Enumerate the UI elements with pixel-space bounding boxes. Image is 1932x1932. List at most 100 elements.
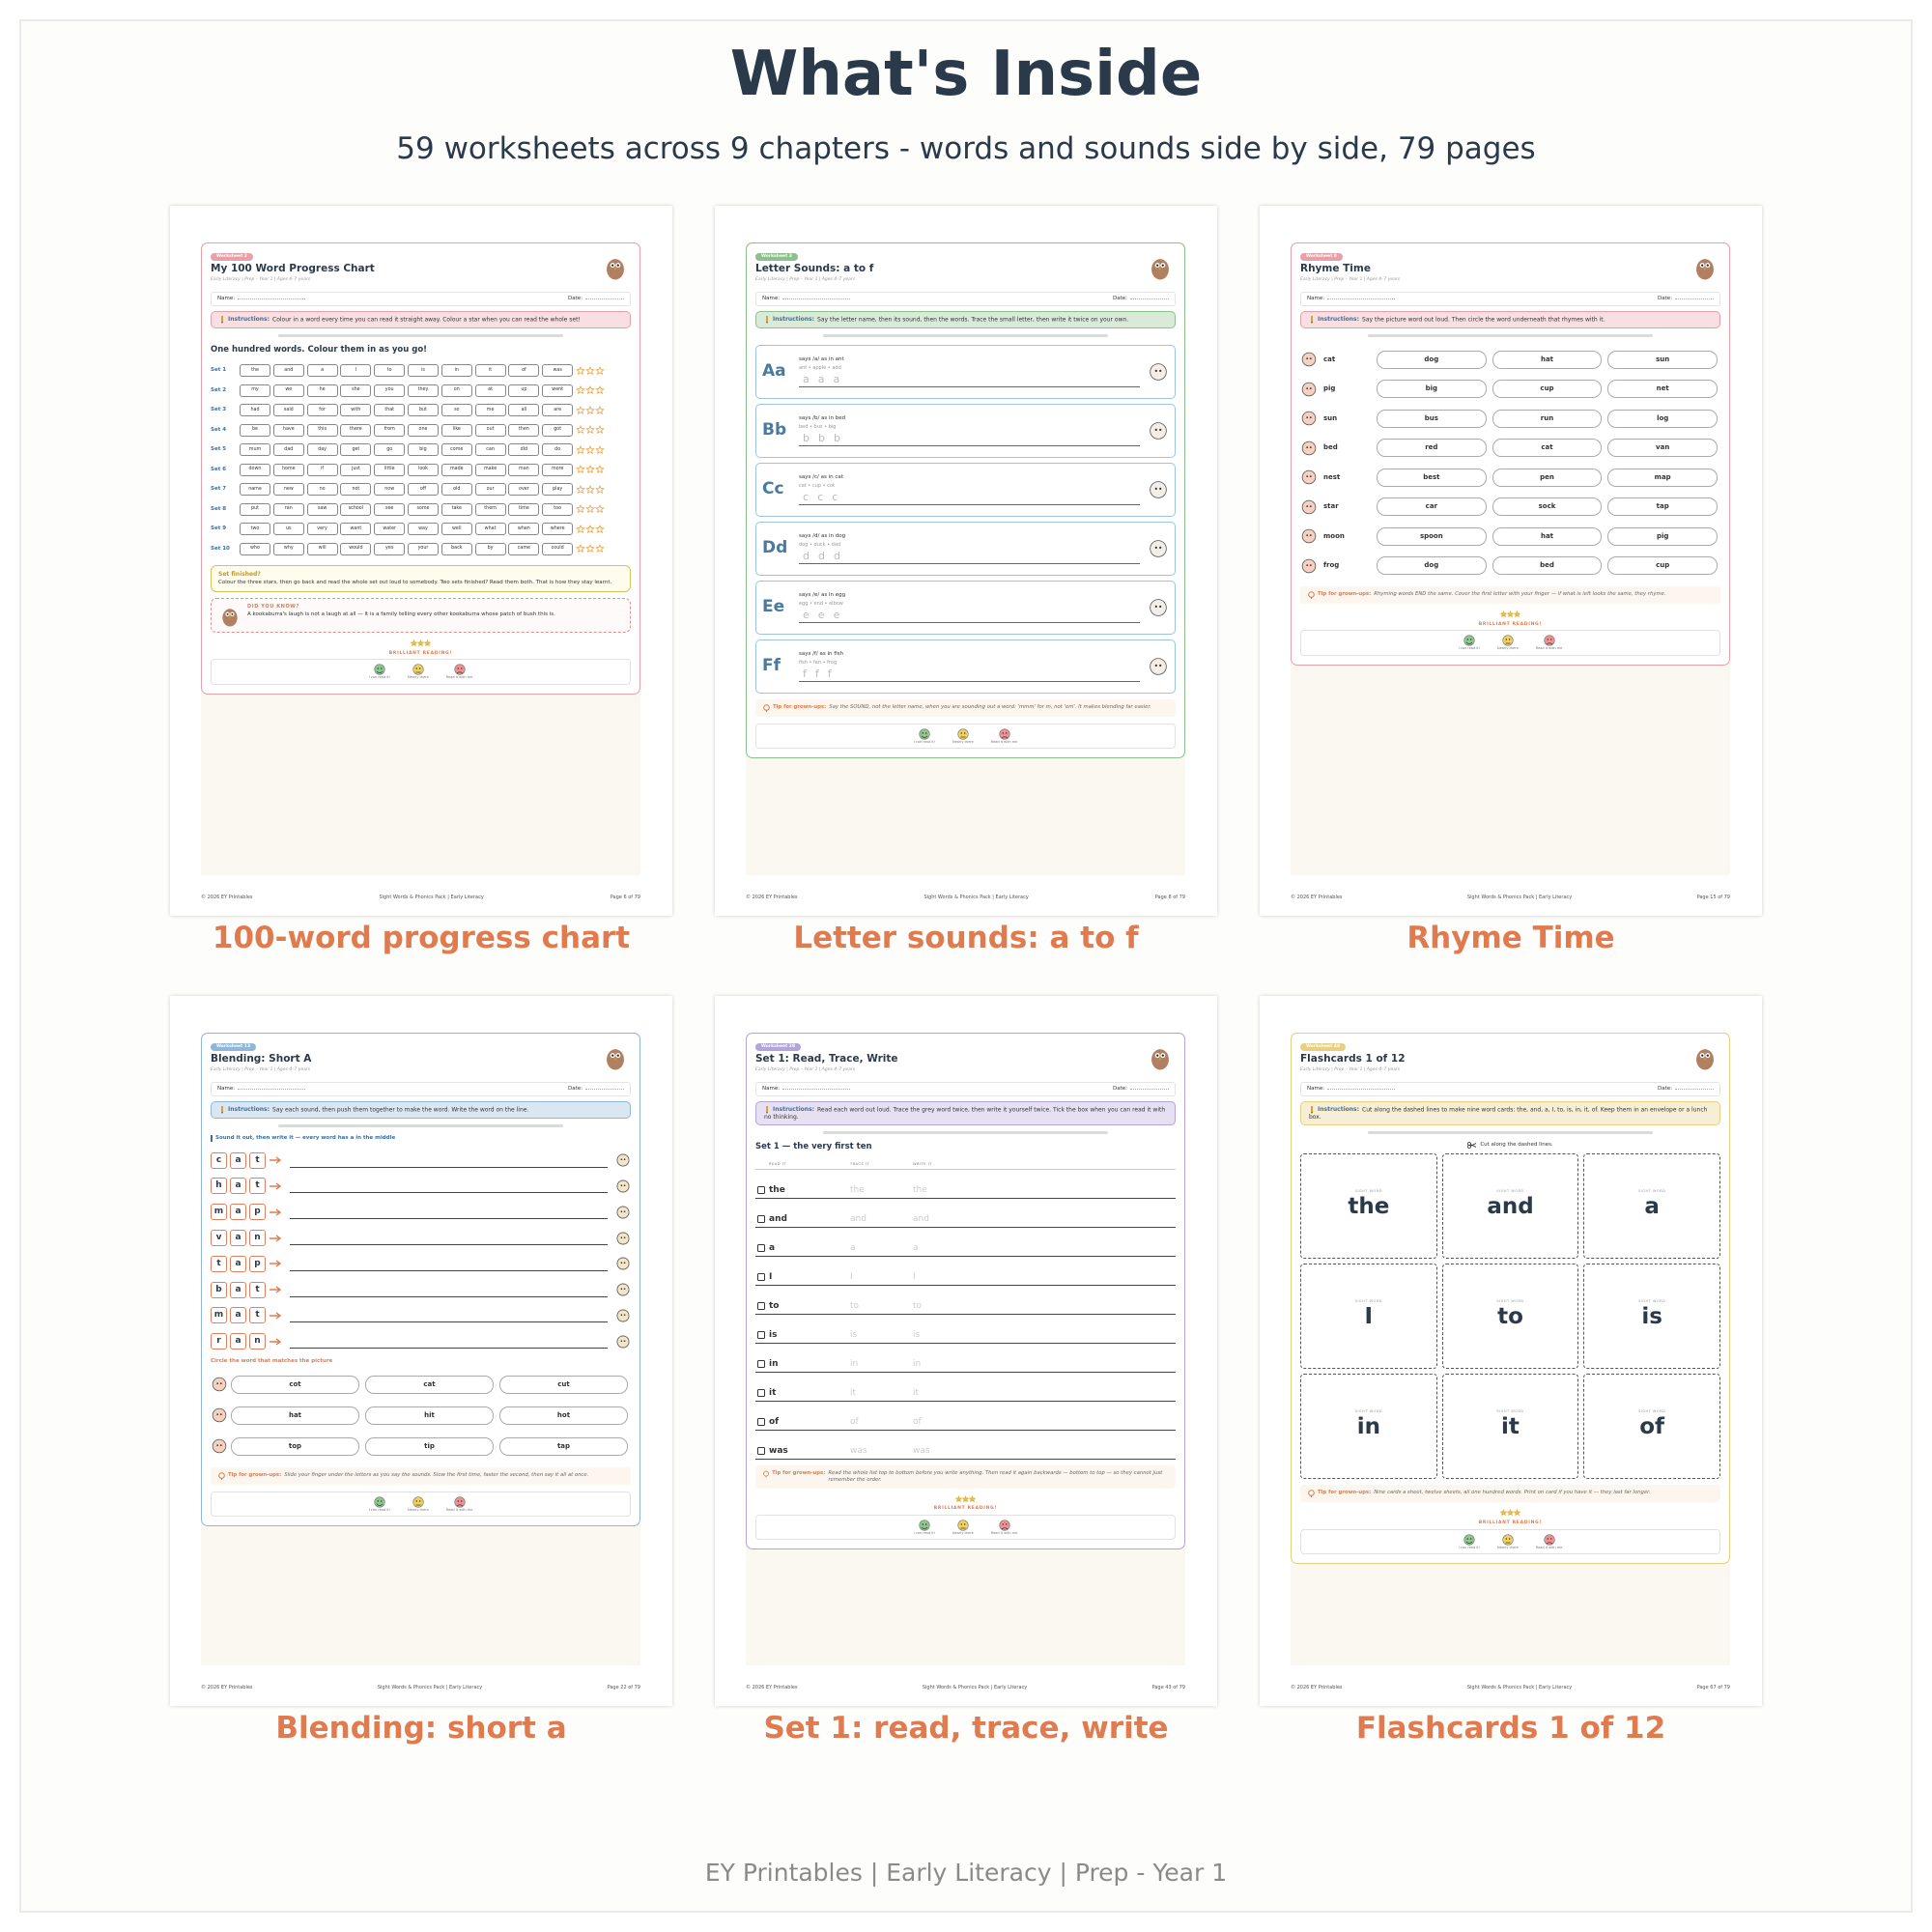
word-option: tip [365,1436,494,1456]
word-box: what [474,523,506,536]
owl-icon-part [1161,1054,1164,1057]
caption: Letter sounds: a to f [793,921,1139,955]
date-label: Date: [1113,1086,1127,1092]
sound-tile: r [211,1333,227,1350]
trace-word: in [850,1359,859,1370]
face [374,1496,385,1508]
face [998,728,1010,740]
picture-icon-part [616,1179,630,1193]
face-part [1465,1541,1473,1544]
picture-icon-part [1306,475,1309,478]
owl-icon [607,1049,624,1070]
word-box: your [407,542,439,555]
word-box: did [508,443,540,457]
word-box: of [508,364,540,378]
word-set-row: Set 5 mum dad day get go big come can did do [211,440,631,461]
face-part [1469,639,1472,640]
picture-icon-part [1150,481,1167,498]
sheet-meta: Early Literacy | Prep – Year 1 | Ages 4–… [1300,1067,1401,1073]
sound-tile: n [249,1230,266,1247]
face [374,664,385,675]
face-part [1502,635,1514,646]
page-footer: © 2026 EY Printables Sight Words & Phonic… [746,1685,1185,1690]
stars-part [595,444,605,454]
picture-icon-part [1159,487,1162,490]
date-field: Date: [568,296,624,302]
name-field: Name: [1307,1086,1396,1093]
picture-icon-part [620,1184,623,1186]
picture-icon-part [1301,499,1317,514]
divider [1368,1131,1653,1135]
picture-icon-part [1309,475,1312,478]
letter-row: Ff says /f/ as in fish fish • fan • frog f f… [755,639,1176,694]
word-option: tap [499,1436,628,1456]
divider [823,333,1108,337]
badge: Worksheet 8 [1300,252,1343,262]
face-item: Nearly there [952,1520,974,1535]
word-option: hat [231,1406,359,1425]
face-part [1466,639,1468,640]
instructions-text: Cut along the dashed lines to make nine … [1309,1106,1708,1121]
letter-row: Cc says /c/ as in cat cat • cup • cot c c c [755,462,1176,517]
tip-text: Slide your finger under the letters as y… [284,1472,589,1478]
stars-part [576,405,585,414]
word-row: is is is [755,1315,1176,1345]
word-box: not [340,483,372,497]
letter-says: says /c/ as in cat [799,473,843,480]
picture-icon-part [620,1262,623,1264]
picture-word: star [1323,502,1339,511]
picture-icon [616,1179,630,1193]
picture-icon-part [1150,363,1167,381]
rating: I can read it! Nearly there Read it with m… [211,1492,631,1518]
cut-note: Cut along the dashed lines. [1300,1142,1720,1150]
instructions: Instructions: Say the letter name, then i… [755,310,1176,328]
face-item: Read it with me [1536,1534,1562,1549]
dots [585,298,624,299]
sound-tile: t [249,1151,266,1169]
name-field: Name: [1307,296,1396,302]
name-row: Name: Date: [755,292,1176,306]
trace-letter: b [817,432,825,445]
trace-word: to [850,1301,860,1312]
sheet-header: Worksheet 48 Flashcards 1 of 12 Early Lite… [1300,1041,1720,1080]
word-box: this [306,423,338,437]
trace-word: was [850,1446,867,1457]
checkbox [757,1418,765,1427]
trace-letter: e [803,609,810,622]
instructions: Instructions: Read each word out loud. Tr… [755,1100,1176,1126]
badge: Worksheet 13 [211,1042,257,1052]
stars [1499,1509,1521,1517]
page-footer: © 2026 EY Printables Sight Words & Phonic… [1291,1685,1730,1690]
rating-box: I can read it! Nearly there Read it with m… [211,659,631,685]
page-footer-right: Page 6 of 79 [610,895,640,900]
owl-icon-part [1701,264,1704,267]
page-footer-center: Sight Words & Phonics Pack | Early Liter… [379,895,484,900]
word-box: went [542,384,574,397]
caption: Flashcards 1 of 12 [1355,1711,1666,1746]
picture-icon [212,1377,227,1392]
date-label: Date: [568,296,582,301]
stars-part [961,1494,970,1502]
set-label: Set 5 [211,446,227,453]
picture-icon-part [623,1314,626,1316]
face-part [921,1526,928,1529]
picture-word: cat [1323,355,1336,363]
word-box: why [272,542,304,555]
word-box: see [374,502,406,516]
rating-heading: BRILLIANT READING! [1478,1520,1543,1526]
stars-part [576,524,585,533]
trace-word: the [913,1185,927,1196]
name-label: Name: [217,296,236,301]
tip-text: Nine cards a sheet, twelve sheets, all o… [1374,1490,1651,1496]
write-line [290,1231,608,1246]
face-part [380,1500,383,1502]
owl-icon-part [616,1054,619,1057]
page-footer-left: © 2026 EY Printables [746,1685,798,1690]
word-box: school [340,502,372,516]
word-box: is [407,364,439,378]
letter-says: says /d/ as in dog [799,532,846,539]
